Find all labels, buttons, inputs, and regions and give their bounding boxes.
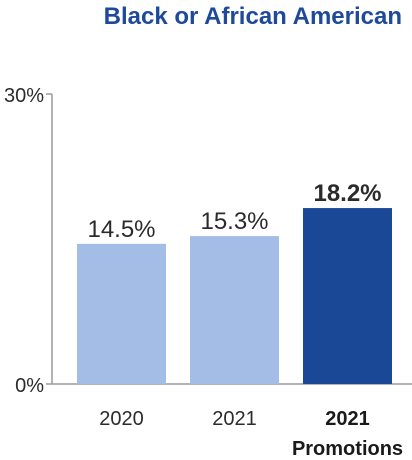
category-labels: 2020 2021 2021 Promotions (99, 408, 403, 460)
data-label-2: 18.2% (313, 180, 381, 207)
bar-series (77, 208, 392, 384)
category-label-2: 2021 (325, 408, 370, 430)
chart-title: Black or African American (104, 3, 402, 30)
bar-1 (190, 236, 279, 384)
y-axis: 0% 30% (4, 85, 53, 397)
bar-2 (303, 208, 392, 384)
data-label-1: 15.3% (200, 208, 268, 235)
data-label-0: 14.5% (87, 216, 155, 243)
data-labels: 14.5% 15.3% 18.2% (87, 180, 381, 243)
category-label-2-line2: Promotions (292, 438, 403, 460)
y-tick-label: 30% (4, 85, 44, 107)
y-tick-label: 0% (15, 375, 44, 397)
category-label-1: 2021 (212, 408, 257, 430)
category-label-0: 2020 (99, 408, 144, 430)
bar-0 (77, 243, 166, 384)
